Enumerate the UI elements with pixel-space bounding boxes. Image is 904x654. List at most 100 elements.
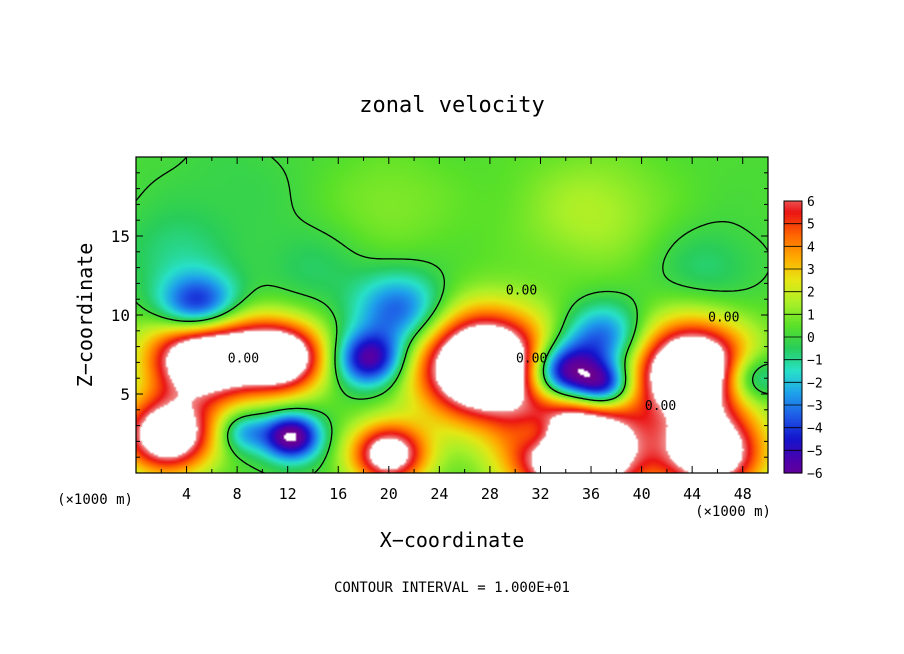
y-axis-label: Z−coordinate <box>73 243 97 388</box>
colorbar-swatch <box>784 237 802 241</box>
colorbar-tick-label: 6 <box>807 195 815 210</box>
colorbar-swatch <box>784 398 802 402</box>
colorbar-swatch <box>784 262 802 266</box>
colorbar-swatch <box>784 241 802 245</box>
x-tick-label: 44 <box>683 485 701 503</box>
colorbar-swatch <box>784 316 802 320</box>
colorbar-swatch <box>784 350 802 354</box>
colorbar-swatch <box>784 373 802 377</box>
colorbar-tick-label: 3 <box>807 263 815 278</box>
colorbar-swatch <box>784 282 802 286</box>
colorbar-swatch <box>784 248 802 252</box>
x-unit-label-right: (×1000 m) <box>695 504 771 520</box>
colorbar-swatch <box>784 289 802 293</box>
colorbar-swatch <box>784 212 802 216</box>
x-tick-label: 8 <box>233 485 242 503</box>
zero-contour-lines <box>135 156 769 474</box>
colorbar-swatch <box>784 454 802 458</box>
x-tick-label: 40 <box>633 485 651 503</box>
colorbar-swatch <box>784 432 802 436</box>
colorbar-swatch <box>784 463 802 467</box>
colorbar-swatch <box>784 278 802 281</box>
colorbar-swatch <box>784 246 802 250</box>
colorbar-swatch <box>784 346 802 349</box>
colorbar-swatch <box>784 411 802 415</box>
colorbar-swatch <box>784 321 802 324</box>
contour-label: 0.00 <box>516 351 547 366</box>
colorbar-swatch <box>784 325 802 329</box>
colorbar-swatch <box>784 327 802 331</box>
colorbar-tick-label: −5 <box>807 444 823 459</box>
colorbar-tick-label: 0 <box>807 331 815 346</box>
colorbar-swatch <box>784 448 802 451</box>
colorbar-swatch <box>784 439 802 442</box>
colorbar-tick-label: −3 <box>807 399 823 414</box>
colorbar-swatch <box>784 352 802 356</box>
x-tick-label: 32 <box>531 485 549 503</box>
colorbar-swatch <box>784 386 802 390</box>
colorbar-swatch <box>784 364 802 368</box>
colorbar-swatch <box>784 441 802 445</box>
colorbar-swatch <box>784 239 802 243</box>
colorbar-swatch <box>784 259 802 263</box>
colorbar-swatch <box>784 423 802 426</box>
x-tick-label: 28 <box>481 485 499 503</box>
x-tick-label: 36 <box>582 485 600 503</box>
contour-label: 0.00 <box>228 351 259 366</box>
y-tick-label: 5 <box>120 385 130 404</box>
contour-interval-note: CONTOUR INTERVAL = 1.000E+01 <box>334 580 570 596</box>
colorbar-tick-label: −2 <box>807 376 823 391</box>
colorbar-swatch <box>784 341 802 345</box>
velocity-field-image <box>136 157 768 473</box>
colorbar-swatch <box>784 359 802 363</box>
colorbar-swatch <box>784 395 802 399</box>
colorbar-swatch <box>784 250 802 254</box>
colorbar-swatch <box>784 244 802 247</box>
colorbar-swatch <box>784 203 802 207</box>
colorbar-swatch <box>784 380 802 383</box>
colorbar-swatch <box>784 269 802 272</box>
colorbar-swatch <box>784 429 802 433</box>
contour-label: 0.00 <box>506 283 537 298</box>
colorbar-tick-label: 5 <box>807 218 815 233</box>
colorbar: 6 5 4 3 2 1 0 −1 −2 −3 −4 −5 −6 <box>783 195 823 482</box>
zero-contour <box>135 156 769 474</box>
colorbar-swatch <box>784 300 802 304</box>
x-axis-label: X−coordinate <box>380 528 525 552</box>
colorbar-swatch <box>784 214 802 218</box>
colorbar-swatch <box>784 305 802 309</box>
colorbar-swatch <box>784 375 802 379</box>
colorbar-swatch <box>784 407 802 411</box>
colorbar-swatch <box>784 216 802 220</box>
colorbar-swatch <box>784 223 802 227</box>
colorbar-swatch <box>784 207 802 211</box>
colorbar-swatch <box>784 337 802 340</box>
colorbar-swatch <box>784 323 802 327</box>
x-tick-label: 24 <box>430 485 448 503</box>
colorbar-swatch <box>784 405 802 408</box>
x-tick-label: 48 <box>734 485 752 503</box>
colorbar-swatch <box>784 357 802 361</box>
colorbar-swatch <box>784 309 802 313</box>
colorbar-swatch <box>784 450 802 454</box>
colorbar-tick-label: −4 <box>807 422 823 437</box>
y-tick-label: 10 <box>111 306 130 325</box>
colorbar-swatch <box>784 459 802 463</box>
colorbar-swatch <box>784 235 802 238</box>
x-tick-label: 4 <box>182 485 191 503</box>
colorbar-swatch <box>784 382 802 386</box>
colorbar-swatch <box>784 418 802 422</box>
colorbar-swatch <box>784 219 802 222</box>
colorbar-swatch <box>784 368 802 372</box>
colorbar-swatch <box>784 307 802 311</box>
colorbar-swatch <box>784 461 802 465</box>
colorbar-swatch <box>784 393 802 397</box>
colorbar-swatch <box>784 280 802 284</box>
colorbar-swatch <box>784 452 802 456</box>
colorbar-swatch <box>784 225 802 229</box>
colorbar-swatch <box>784 255 802 259</box>
colorbar-swatch <box>784 371 802 374</box>
colorbar-swatch <box>784 296 802 300</box>
colorbar-swatch <box>784 228 802 232</box>
